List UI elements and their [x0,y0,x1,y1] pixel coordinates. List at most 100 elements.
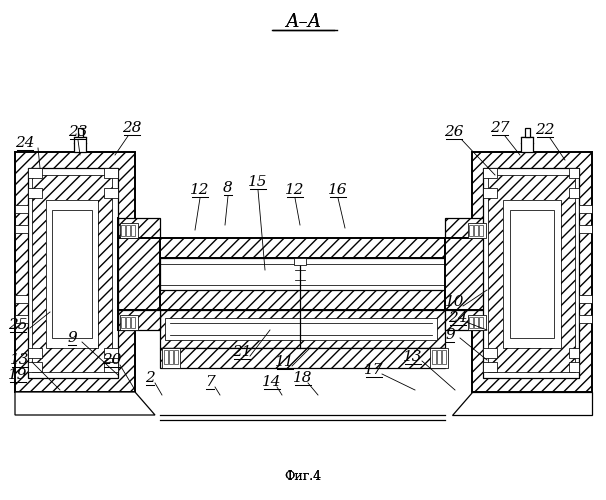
Polygon shape [121,317,125,328]
Polygon shape [579,205,592,213]
Polygon shape [445,218,487,238]
Text: 11: 11 [275,355,295,369]
Text: 27: 27 [490,121,510,135]
Polygon shape [74,137,86,152]
Text: 12: 12 [285,183,305,197]
Text: 17: 17 [364,363,384,377]
Polygon shape [15,392,155,415]
Polygon shape [445,310,487,330]
Text: А–А: А–А [285,13,321,31]
Polygon shape [472,152,592,392]
Polygon shape [104,188,118,198]
Polygon shape [78,128,83,137]
Text: 21: 21 [232,345,251,359]
Polygon shape [104,362,118,372]
Polygon shape [15,315,28,323]
Polygon shape [483,168,497,178]
Text: Фиг.4: Фиг.4 [284,470,322,484]
Polygon shape [160,258,445,290]
Text: 24: 24 [15,136,35,150]
Text: 18: 18 [293,371,313,385]
Polygon shape [121,225,125,236]
Polygon shape [174,350,178,364]
Polygon shape [165,318,437,340]
Polygon shape [521,137,533,152]
Text: 23: 23 [68,125,88,139]
Text: 9: 9 [445,328,455,342]
Polygon shape [442,350,446,364]
Polygon shape [510,210,554,338]
Polygon shape [28,188,42,198]
Polygon shape [452,392,592,415]
Polygon shape [525,128,530,137]
Polygon shape [15,152,135,392]
Text: 22: 22 [535,123,554,137]
Polygon shape [483,348,497,358]
Polygon shape [579,315,592,323]
Polygon shape [294,258,306,265]
Polygon shape [28,168,118,378]
Polygon shape [28,348,42,358]
Polygon shape [469,317,473,328]
Text: Фиг.4: Фиг.4 [284,470,322,484]
Polygon shape [162,348,180,368]
Polygon shape [569,348,579,358]
Polygon shape [468,223,486,238]
Polygon shape [483,362,497,372]
Text: 26: 26 [444,125,464,139]
Text: 9: 9 [67,331,77,345]
Polygon shape [503,200,561,348]
Polygon shape [28,362,42,372]
Text: 24: 24 [448,311,468,325]
Polygon shape [118,310,160,330]
Polygon shape [160,290,445,310]
Polygon shape [479,317,483,328]
Polygon shape [579,295,592,303]
Text: 28: 28 [122,121,142,135]
Polygon shape [469,225,473,236]
Polygon shape [104,348,118,358]
Text: 15: 15 [248,175,268,189]
Polygon shape [474,225,478,236]
Text: 25: 25 [8,318,28,332]
Polygon shape [483,168,579,378]
Polygon shape [126,225,130,236]
Text: 13: 13 [10,353,30,367]
Polygon shape [437,350,441,364]
Polygon shape [164,350,168,364]
Polygon shape [160,348,445,368]
Polygon shape [46,200,98,348]
Polygon shape [131,225,135,236]
Polygon shape [430,348,448,368]
Polygon shape [474,317,478,328]
Text: 16: 16 [328,183,348,197]
Polygon shape [445,238,487,310]
Polygon shape [432,350,436,364]
Polygon shape [15,205,28,213]
Polygon shape [169,350,173,364]
Polygon shape [569,188,579,198]
Polygon shape [131,317,135,328]
Polygon shape [569,168,579,178]
Text: 8: 8 [223,181,233,195]
Text: 13: 13 [403,350,423,364]
Polygon shape [104,168,118,178]
Polygon shape [28,168,42,178]
Polygon shape [160,310,445,348]
Polygon shape [483,188,497,198]
Polygon shape [118,218,160,238]
Polygon shape [579,225,592,233]
Text: 7: 7 [205,375,215,389]
Polygon shape [15,225,28,233]
Polygon shape [15,295,28,303]
Polygon shape [479,225,483,236]
Polygon shape [488,175,575,372]
Polygon shape [160,238,445,258]
Text: 19: 19 [8,368,28,382]
Polygon shape [126,317,130,328]
Polygon shape [118,238,160,310]
Text: 14: 14 [262,375,282,389]
Text: 10: 10 [445,295,465,309]
Polygon shape [120,315,138,330]
Polygon shape [120,223,138,238]
